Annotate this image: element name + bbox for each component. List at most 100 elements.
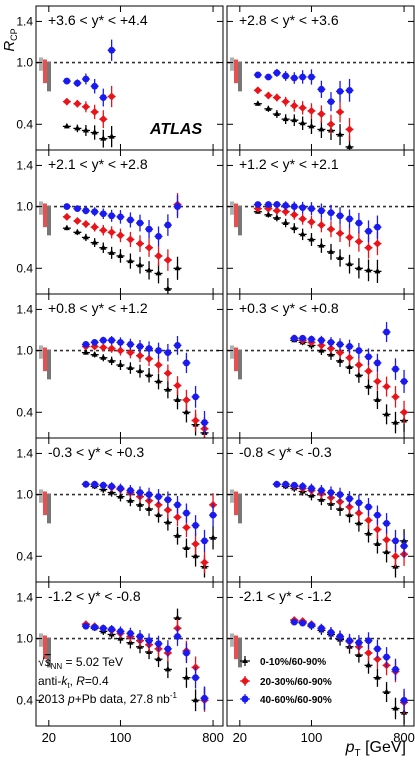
data-point <box>107 39 116 61</box>
marker-circle <box>273 201 281 208</box>
marker-circle <box>108 46 116 54</box>
series-1 <box>81 349 209 438</box>
series-3 <box>81 622 209 710</box>
info-block: √sNN = 5.02 TeV anti-kt, R=0.4 2013 p+Pb… <box>38 655 177 706</box>
marker-diamond <box>298 214 307 223</box>
data-point <box>345 254 354 274</box>
marker-triangle <box>374 540 381 546</box>
data-point <box>145 261 154 280</box>
marker-diamond <box>298 103 307 112</box>
marker-triangle <box>346 363 353 370</box>
data-point <box>253 71 262 79</box>
data-point <box>90 351 99 358</box>
marker-triangle <box>265 211 272 217</box>
marker-diamond <box>264 91 273 100</box>
marker-triangle <box>291 116 298 123</box>
marker-diamond <box>336 348 345 357</box>
data-point <box>354 342 363 359</box>
marker-circle <box>108 336 116 344</box>
data-point <box>272 480 281 488</box>
data-point <box>191 533 200 555</box>
marker-diamond <box>99 226 108 235</box>
marker-circle <box>164 645 172 653</box>
marker-diamond <box>107 228 116 237</box>
norm-box-2 <box>234 59 238 84</box>
y-tick-label: 1.0 <box>16 344 33 358</box>
marker-circle <box>108 482 116 490</box>
marker-circle <box>308 205 315 213</box>
data-point <box>200 551 209 574</box>
marker-diamond <box>107 92 116 101</box>
data-point <box>182 642 191 664</box>
marker-triangle <box>108 357 115 363</box>
y-tick-label: 1.0 <box>16 632 33 646</box>
marker-diamond <box>382 535 391 544</box>
marker-diamond <box>90 223 99 232</box>
marker-circle <box>290 618 298 626</box>
norm-box-3 <box>238 205 242 236</box>
series-3 <box>62 39 116 107</box>
series-3 <box>253 200 382 243</box>
norm-box-1 <box>39 489 43 503</box>
panel-label: +0.3 < y* < +0.8 <box>239 300 339 316</box>
marker-circle <box>164 349 172 357</box>
norm-box-2 <box>234 203 238 228</box>
data-point <box>154 342 163 359</box>
marker-circle <box>201 694 208 702</box>
data-point <box>382 376 391 397</box>
marker-circle <box>318 624 325 632</box>
marker-circle <box>392 666 399 673</box>
marker-triangle <box>164 665 171 672</box>
data-point <box>307 483 316 494</box>
y-tick-label: 0.4 <box>16 693 33 707</box>
marker-circle <box>355 219 363 227</box>
data-point <box>99 88 108 107</box>
marker-circle <box>192 674 199 682</box>
data-point <box>99 481 108 489</box>
marker-circle <box>91 208 99 216</box>
data-point <box>200 410 209 435</box>
data-point <box>298 619 307 627</box>
data-point <box>326 627 335 638</box>
data-point <box>126 212 135 228</box>
marker-triangle <box>299 230 306 237</box>
marker-triangle <box>117 252 124 258</box>
data-point <box>364 362 373 380</box>
marker-circle <box>273 480 281 488</box>
legend-item-20-30: 20-30%/60-90% <box>240 676 332 688</box>
marker-triangle <box>100 244 107 250</box>
marker-circle <box>174 203 181 210</box>
marker-circle <box>383 328 390 336</box>
data-point <box>290 481 299 489</box>
marker-diamond <box>364 243 373 252</box>
data-point <box>272 68 281 77</box>
data-point <box>135 214 144 232</box>
marker-circle <box>264 201 272 208</box>
data-point <box>264 211 273 218</box>
marker-triangle <box>91 239 98 245</box>
data-point <box>336 249 345 267</box>
data-point <box>317 484 326 496</box>
series-2 <box>62 85 116 129</box>
norm-box-2 <box>234 347 238 372</box>
legend-item-40-60: 40-60%/60-90% <box>240 694 332 706</box>
data-point <box>107 209 116 222</box>
marker-triangle <box>136 261 143 268</box>
data-point <box>145 238 154 257</box>
marker-circle <box>308 335 315 343</box>
data-point <box>191 666 200 689</box>
marker-circle <box>336 341 344 348</box>
data-point <box>373 668 382 687</box>
marker-circle <box>290 481 298 489</box>
marker-diamond <box>307 218 316 226</box>
series-1 <box>62 122 116 148</box>
marker-circle <box>327 338 335 346</box>
data-point <box>298 482 307 491</box>
data-point <box>345 78 354 102</box>
data-point <box>116 359 125 370</box>
atlas-label: ATLAS <box>149 121 202 138</box>
marker-circle <box>299 619 307 627</box>
data-point <box>345 209 354 229</box>
data-point <box>163 249 172 271</box>
marker-triangle <box>136 501 143 507</box>
